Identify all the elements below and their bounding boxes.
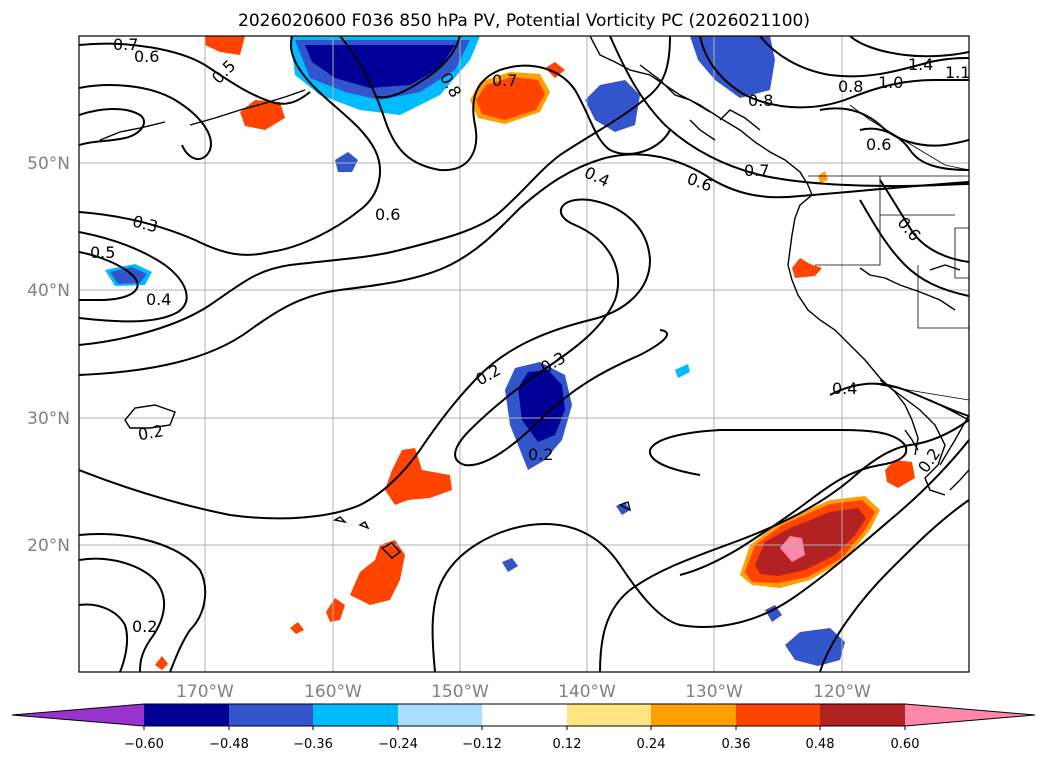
longitude-labels: 170°W 160°W 150°W 140°W 130°W 120°W bbox=[176, 682, 871, 702]
contour-label: 0.4 bbox=[832, 379, 857, 398]
colorbar-tick-label: 0.36 bbox=[722, 737, 751, 752]
colorbar-tick-label: −0.60 bbox=[124, 737, 164, 752]
lat-label: 40°N bbox=[27, 281, 70, 301]
colorbar-swatch bbox=[567, 704, 651, 726]
contour-label: 0.2 bbox=[136, 421, 164, 444]
contour-label: 0.7 bbox=[113, 35, 138, 54]
contour-label: 0.2 bbox=[132, 617, 157, 636]
contour-label: 0.7 bbox=[744, 161, 769, 180]
contour-label: 1.4 bbox=[908, 55, 933, 74]
colorbar-swatch bbox=[144, 704, 229, 726]
contour-label: 0.6 bbox=[866, 135, 891, 154]
pv-contours bbox=[79, 36, 969, 672]
lon-label: 130°W bbox=[685, 682, 743, 702]
map-area: 0.7 0.6 0.5 0.8 0.7 1.4 1.1 1.0 0.8 0.8 … bbox=[79, 35, 970, 672]
colorbar: −0.60 −0.48 −0.36 −0.24 −0.12 0.12 0.24 … bbox=[11, 703, 1036, 752]
colorbar-swatch bbox=[820, 704, 905, 726]
colorbar-tick-label: 0.48 bbox=[806, 737, 835, 752]
lat-label: 20°N bbox=[27, 536, 70, 556]
lat-label: 50°N bbox=[27, 154, 70, 174]
contour-label: 0.4 bbox=[146, 290, 171, 309]
colorbar-swatch bbox=[651, 704, 736, 726]
colorbar-extend-low bbox=[12, 704, 144, 726]
colorbar-tick-label: −0.12 bbox=[462, 737, 502, 752]
contour-label: 0.8 bbox=[838, 77, 863, 96]
colorbar-tick-label: −0.48 bbox=[209, 737, 249, 752]
colorbar-tick-label: 0.12 bbox=[553, 737, 582, 752]
map-frame bbox=[78, 35, 970, 673]
contour-label: 0.7 bbox=[492, 71, 517, 90]
colorbar-swatch bbox=[736, 704, 820, 726]
lat-label: 30°N bbox=[27, 409, 70, 429]
contour-label: 1.1 bbox=[945, 63, 970, 82]
colorbar-swatch bbox=[398, 704, 482, 726]
colorbar-tick-label: 0.24 bbox=[637, 737, 666, 752]
latitude-labels: 50°N 40°N 30°N 20°N bbox=[27, 154, 70, 556]
colorbar-swatch bbox=[313, 704, 398, 726]
lat-lon-gridlines bbox=[79, 36, 969, 672]
contour-label: 0.8 bbox=[748, 91, 773, 110]
colorbar-tick-label: −0.24 bbox=[378, 737, 418, 752]
colorbar-ticks bbox=[143, 726, 906, 730]
lon-label: 170°W bbox=[176, 682, 234, 702]
lon-label: 140°W bbox=[558, 682, 616, 702]
contour-label: 0.5 bbox=[90, 243, 115, 262]
lon-label: 120°W bbox=[813, 682, 871, 702]
contour-label: 0.6 bbox=[375, 205, 400, 224]
colorbar-swatch bbox=[229, 704, 313, 726]
contour-label: 1.0 bbox=[878, 73, 903, 92]
lon-label: 150°W bbox=[431, 682, 489, 702]
contour-label: 0.2 bbox=[528, 445, 553, 464]
map-title: 2026020600 F036 850 hPa PV, Potential Vo… bbox=[238, 11, 810, 31]
negative-pv-shading bbox=[105, 36, 845, 666]
colorbar-tick-label: −0.36 bbox=[293, 737, 333, 752]
colorbar-swatch bbox=[482, 704, 567, 726]
positive-pv-shading bbox=[155, 36, 915, 670]
lon-label: 160°W bbox=[304, 682, 362, 702]
contour-label: 0.6 bbox=[134, 47, 159, 66]
colorbar-extend-high bbox=[905, 704, 1035, 726]
colorbar-tick-label: 0.60 bbox=[891, 737, 920, 752]
